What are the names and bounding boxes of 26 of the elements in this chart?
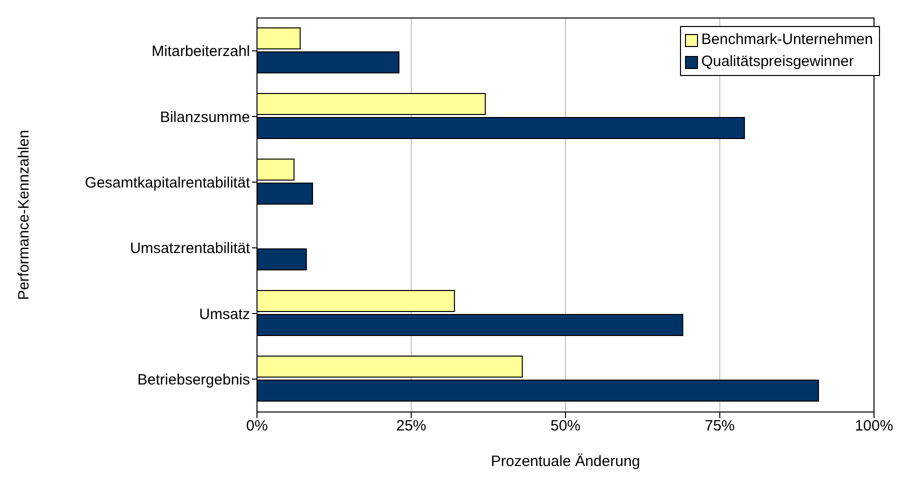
bar — [257, 93, 486, 116]
bar — [257, 51, 400, 74]
bar — [257, 290, 455, 312]
bar — [257, 380, 819, 402]
y-tick-label: Umsatz — [199, 306, 250, 323]
y-tick-label: Mitarbeiterzahl — [152, 43, 250, 60]
x-tick-label: 75% — [704, 418, 735, 435]
x-tick-label: 50% — [550, 418, 581, 435]
bar — [257, 248, 307, 270]
bar — [257, 158, 295, 181]
bar — [257, 182, 314, 205]
y-tick-label: Bilanzsumme — [160, 108, 250, 126]
bar — [257, 117, 745, 140]
x-axis-title: Prozentuale Änderung — [490, 453, 640, 470]
x-tick-label: 0% — [246, 418, 268, 435]
legend-label: Benchmark-Unternehmen — [701, 30, 873, 50]
bar — [257, 27, 301, 50]
legend-label: Qualitätspreisgewinner — [701, 52, 854, 72]
bar — [257, 314, 684, 336]
bar — [257, 356, 523, 378]
y-axis-title: Performance-Kennzahlen — [15, 130, 32, 300]
y-tick-label: Gesamtkapitalrentabilität — [84, 174, 251, 192]
y-tick-label: Betriebsergebnis — [137, 371, 250, 388]
x-tick-label: 25% — [396, 418, 426, 435]
y-tick-label: Umsatzrentabilität — [130, 240, 251, 258]
x-tick-label: 100% — [854, 418, 894, 435]
